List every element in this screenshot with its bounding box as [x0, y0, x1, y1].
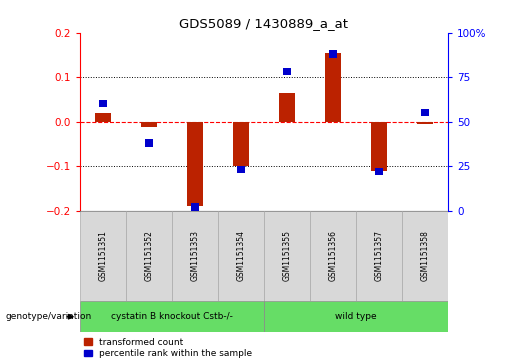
Bar — [126, 211, 172, 301]
Bar — [264, 211, 310, 301]
Text: GSM1151351: GSM1151351 — [98, 231, 107, 281]
Bar — [283, 68, 291, 76]
Bar — [218, 211, 264, 301]
Bar — [325, 53, 341, 122]
Bar — [145, 139, 153, 147]
Bar — [80, 211, 126, 301]
Text: GSM1151354: GSM1151354 — [236, 231, 246, 281]
Bar — [417, 122, 433, 124]
Bar — [99, 100, 107, 107]
Bar — [279, 93, 295, 122]
Bar — [187, 122, 203, 206]
Text: GSM1151352: GSM1151352 — [144, 231, 153, 281]
Bar — [80, 301, 264, 332]
Text: GSM1151355: GSM1151355 — [282, 231, 291, 281]
Bar — [264, 301, 448, 332]
Bar — [371, 122, 387, 171]
Bar — [141, 122, 157, 127]
Text: genotype/variation: genotype/variation — [5, 312, 91, 321]
Bar — [172, 211, 218, 301]
Text: GSM1151358: GSM1151358 — [421, 231, 430, 281]
Text: wild type: wild type — [335, 312, 377, 321]
Bar — [421, 109, 429, 116]
Bar — [329, 50, 337, 58]
Bar — [310, 211, 356, 301]
Text: cystatin B knockout Cstb-/-: cystatin B knockout Cstb-/- — [111, 312, 233, 321]
Bar — [402, 211, 448, 301]
Title: GDS5089 / 1430889_a_at: GDS5089 / 1430889_a_at — [179, 17, 349, 30]
Bar — [375, 168, 383, 175]
Bar — [237, 166, 245, 173]
Text: GSM1151353: GSM1151353 — [191, 231, 199, 281]
Bar — [356, 211, 402, 301]
Text: GSM1151356: GSM1151356 — [329, 231, 337, 281]
Legend: transformed count, percentile rank within the sample: transformed count, percentile rank withi… — [84, 338, 252, 359]
Text: GSM1151357: GSM1151357 — [374, 231, 384, 281]
Bar — [233, 122, 249, 166]
Bar — [191, 203, 199, 211]
Bar — [95, 113, 111, 122]
